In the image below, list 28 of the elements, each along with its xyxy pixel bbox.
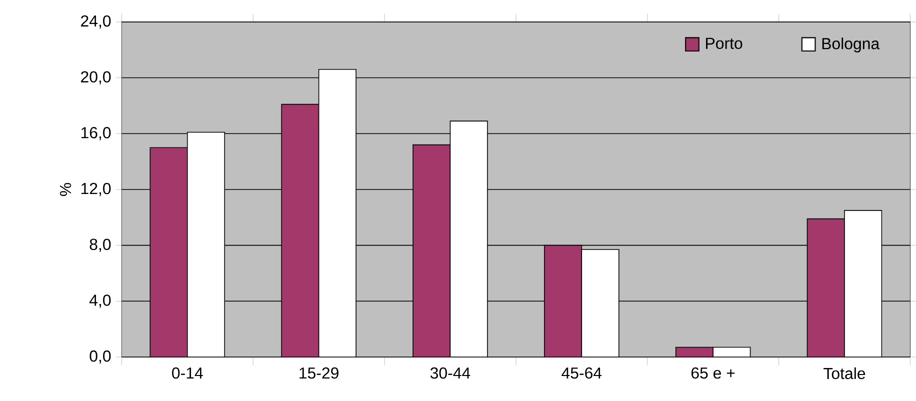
bar — [676, 347, 714, 358]
legend-label: Porto — [706, 38, 742, 50]
x-tick-label: 15-29 — [300, 367, 338, 379]
bar — [186, 132, 226, 358]
x-tick-label: 45-64 — [562, 367, 602, 379]
bar — [281, 104, 320, 358]
y-tick-label: 12,0 — [81, 182, 111, 196]
bar — [844, 210, 882, 358]
y-tick-label: 4,0 — [89, 294, 111, 308]
bar — [318, 69, 356, 358]
x-tick-label: 0-14 — [172, 367, 203, 379]
x-tick-label: 65 e + — [691, 367, 735, 379]
y-axis-title: % — [60, 183, 72, 196]
y-tick-label: 24,0 — [81, 15, 111, 29]
legend-label: Bologna — [822, 38, 880, 52]
x-tick-label: Totale — [824, 367, 866, 380]
bar — [544, 244, 582, 358]
bar — [150, 147, 188, 358]
bar — [806, 218, 845, 358]
y-tick-label: 20,0 — [81, 71, 111, 84]
bar — [450, 120, 488, 358]
bar — [581, 249, 620, 358]
y-tick-label: 16,0 — [81, 127, 111, 140]
y-tick-label: 8,0 — [90, 238, 111, 252]
x-tick-label: 30-44 — [430, 367, 470, 379]
bar — [713, 347, 750, 358]
y-tick-label: 0,0 — [90, 350, 111, 364]
bar — [412, 144, 451, 358]
